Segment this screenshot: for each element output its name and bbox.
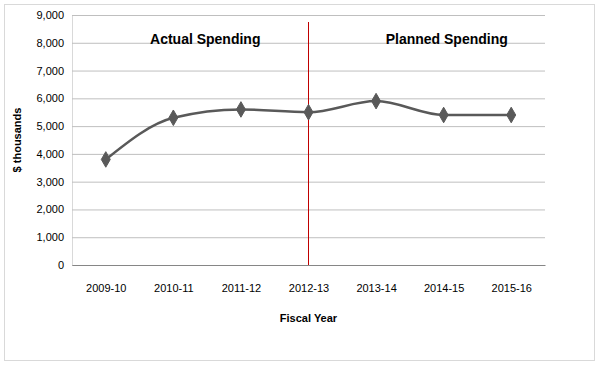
y-tick-label: 2,000: [36, 203, 64, 215]
data-point: [101, 152, 110, 168]
x-axis-line: [73, 265, 546, 266]
chart-frame: [5, 5, 595, 361]
y-tick: 3,000: [36, 176, 545, 188]
x-tick: 2013-14: [356, 265, 396, 294]
y-tick: 9,000: [36, 9, 545, 21]
x-tick: 2012-13: [289, 265, 329, 294]
x-tick-label: 2010-11: [154, 282, 194, 294]
x-tick: 2015-16: [492, 265, 532, 294]
y-tick-label: 8,000: [36, 37, 64, 49]
x-tick-label: 2014-15: [424, 282, 464, 294]
y-axis-title: $ thousands: [11, 108, 23, 173]
x-tick-label: 2015-16: [492, 282, 532, 294]
data-line: [106, 101, 511, 159]
y-tick-label: 9,000: [36, 9, 64, 21]
y-tick: 6,000: [36, 92, 545, 104]
x-tick-label: 2012-13: [289, 282, 329, 294]
y-tick-label: 6,000: [36, 92, 64, 104]
y-tick-label: 1,000: [36, 231, 64, 243]
x-tick-label: 2013-14: [356, 282, 396, 294]
x-tick: 2010-11: [154, 265, 194, 294]
divider-line: [308, 22, 309, 265]
y-axis: 0 1,000 2,000 3,000 4,000 5,000 6,000 7,000 8,00…: [36, 9, 545, 271]
y-tick-label: 7,000: [36, 65, 64, 77]
x-axis: 2009-10 2010-11 2011-12 2012-13 2013-14 2014-…: [73, 265, 546, 294]
y-tick: 5,000: [36, 120, 545, 132]
y-tick-label: 3,000: [36, 176, 64, 188]
x-tick-label: 2009-10: [86, 282, 126, 294]
y-tick-label: 5,000: [36, 120, 64, 132]
data-point: [236, 102, 245, 118]
y-tick-label: 4,000: [36, 148, 64, 160]
x-tick: 2009-10: [86, 265, 126, 294]
y-tick: 7,000: [36, 65, 545, 77]
grid-line: [72, 265, 545, 266]
chart: 0 1,000 2,000 3,000 4,000 5,000 6,000 7,000 8,00…: [0, 0, 600, 366]
x-axis-title: Fiscal Year: [280, 312, 338, 324]
x-tick: 2011-12: [222, 265, 262, 294]
grid-line: [72, 15, 545, 16]
y-tick: 0: [58, 259, 545, 271]
data-point: [439, 107, 448, 123]
y-tick: 1,000: [36, 231, 545, 243]
data-point: [169, 110, 178, 126]
data-point: [507, 107, 516, 123]
y-tick: 2,000: [36, 203, 545, 215]
x-tick: 2014-15: [424, 265, 464, 294]
data-point: [304, 104, 313, 120]
y-tick-label: 0: [58, 259, 64, 271]
data-point: [372, 93, 381, 109]
plot-area: [101, 93, 515, 167]
annotation: Actual Spending: [150, 31, 260, 47]
annotation: Planned Spending: [386, 31, 508, 47]
y-axis-line: [73, 16, 546, 266]
x-tick-label: 2011-12: [222, 282, 262, 294]
